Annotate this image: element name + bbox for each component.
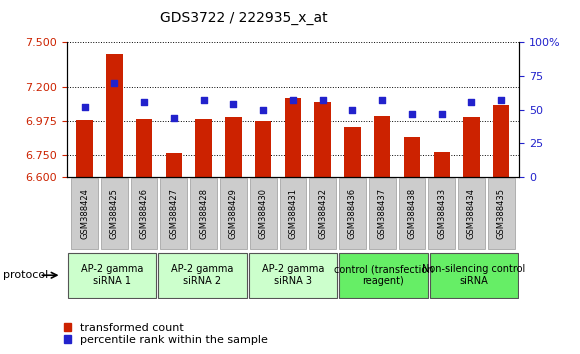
- FancyBboxPatch shape: [130, 178, 158, 249]
- Text: GSM388424: GSM388424: [80, 188, 89, 239]
- Bar: [225, 117, 241, 177]
- Point: [467, 99, 476, 104]
- Text: GSM388436: GSM388436: [348, 188, 357, 239]
- FancyBboxPatch shape: [158, 253, 246, 298]
- Text: GSM388438: GSM388438: [408, 188, 416, 239]
- Bar: [374, 116, 390, 177]
- Bar: [404, 137, 420, 177]
- Text: GSM388429: GSM388429: [229, 188, 238, 239]
- Text: GSM388428: GSM388428: [199, 188, 208, 239]
- FancyBboxPatch shape: [249, 253, 337, 298]
- Bar: [285, 98, 301, 177]
- Text: GDS3722 / 222935_x_at: GDS3722 / 222935_x_at: [160, 11, 328, 25]
- Text: GSM388434: GSM388434: [467, 188, 476, 239]
- FancyBboxPatch shape: [250, 178, 277, 249]
- FancyBboxPatch shape: [68, 253, 156, 298]
- Text: control (transfection
reagent): control (transfection reagent): [334, 264, 433, 286]
- Point: [229, 102, 238, 107]
- FancyBboxPatch shape: [428, 178, 455, 249]
- Text: GSM388425: GSM388425: [110, 188, 119, 239]
- Text: GSM388427: GSM388427: [169, 188, 178, 239]
- FancyBboxPatch shape: [309, 178, 336, 249]
- FancyBboxPatch shape: [190, 178, 217, 249]
- Text: GSM388437: GSM388437: [378, 188, 387, 239]
- FancyBboxPatch shape: [369, 178, 396, 249]
- Text: GSM388435: GSM388435: [496, 188, 506, 239]
- Text: protocol: protocol: [3, 270, 48, 280]
- Bar: [314, 102, 331, 177]
- Bar: [195, 119, 212, 177]
- Point: [378, 97, 387, 103]
- Bar: [463, 117, 480, 177]
- Point: [110, 80, 119, 86]
- Legend: transformed count, percentile rank within the sample: transformed count, percentile rank withi…: [64, 323, 268, 345]
- Point: [80, 104, 89, 110]
- Text: GSM388430: GSM388430: [259, 188, 267, 239]
- Text: GSM388432: GSM388432: [318, 188, 327, 239]
- Point: [348, 107, 357, 113]
- Bar: [493, 105, 509, 177]
- FancyBboxPatch shape: [398, 178, 425, 249]
- Bar: [166, 153, 182, 177]
- FancyBboxPatch shape: [430, 253, 518, 298]
- FancyBboxPatch shape: [339, 253, 427, 298]
- Text: GSM388433: GSM388433: [437, 188, 446, 239]
- Point: [288, 97, 298, 103]
- FancyBboxPatch shape: [339, 178, 366, 249]
- Point: [259, 107, 268, 113]
- Point: [437, 111, 447, 116]
- Text: GSM388431: GSM388431: [288, 188, 298, 239]
- Point: [139, 99, 148, 104]
- Point: [169, 115, 179, 121]
- Text: GSM388426: GSM388426: [140, 188, 148, 239]
- Bar: [136, 119, 153, 177]
- Point: [496, 97, 506, 103]
- Bar: [77, 120, 93, 177]
- FancyBboxPatch shape: [161, 178, 187, 249]
- Text: AP-2 gamma
siRNA 1: AP-2 gamma siRNA 1: [81, 264, 143, 286]
- Bar: [433, 152, 450, 177]
- FancyBboxPatch shape: [488, 178, 514, 249]
- Point: [407, 111, 416, 116]
- Point: [318, 97, 327, 103]
- Text: AP-2 gamma
siRNA 2: AP-2 gamma siRNA 2: [171, 264, 234, 286]
- FancyBboxPatch shape: [458, 178, 485, 249]
- FancyBboxPatch shape: [220, 178, 246, 249]
- Bar: [255, 121, 271, 177]
- Bar: [106, 55, 122, 177]
- FancyBboxPatch shape: [71, 178, 98, 249]
- Text: Non-silencing control
siRNA: Non-silencing control siRNA: [422, 264, 525, 286]
- Bar: [345, 127, 361, 177]
- FancyBboxPatch shape: [280, 178, 306, 249]
- Point: [199, 97, 208, 103]
- FancyBboxPatch shape: [101, 178, 128, 249]
- Text: AP-2 gamma
siRNA 3: AP-2 gamma siRNA 3: [262, 264, 324, 286]
